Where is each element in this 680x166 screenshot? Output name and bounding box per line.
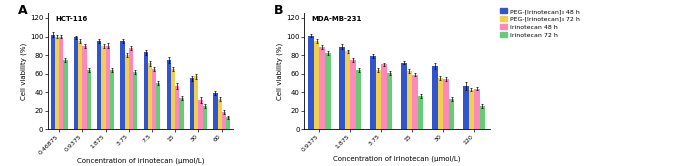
Bar (171, 69, 175, 129)
Bar (313, 41, 320, 129)
Bar (226, 117, 230, 129)
Bar (175, 86, 180, 129)
Bar (152, 69, 156, 129)
Legend: PEG-[Irinotecan]₃ 48 h, PEG-[Irinotecan]₃ 72 h, Irinotecan 48 h, Irinotecan 72 h: PEG-[Irinotecan]₃ 48 h, PEG-[Irinotecan]… (500, 8, 579, 38)
Bar (325, 53, 330, 129)
Bar (180, 98, 184, 129)
Bar (401, 63, 407, 129)
Bar (443, 79, 449, 129)
Text: HCT-116: HCT-116 (55, 16, 87, 22)
Bar (469, 89, 474, 129)
Bar (97, 41, 101, 129)
Bar (129, 48, 133, 129)
Bar (370, 56, 375, 129)
Bar (133, 72, 137, 129)
Bar (308, 36, 313, 129)
Bar (86, 70, 90, 129)
Bar (320, 47, 325, 129)
Bar (59, 37, 63, 129)
Bar (55, 37, 59, 129)
Bar (418, 96, 424, 129)
Bar (78, 41, 82, 129)
Bar (339, 47, 345, 129)
Bar (345, 51, 350, 129)
Text: MDA-MB-231: MDA-MB-231 (311, 16, 362, 22)
Bar (432, 66, 438, 129)
Bar (214, 93, 218, 129)
Bar (199, 100, 203, 129)
Bar (350, 60, 356, 129)
Y-axis label: Cell viability (%): Cell viability (%) (277, 43, 284, 100)
Bar (449, 99, 454, 129)
Bar (222, 112, 226, 129)
Bar (124, 55, 129, 129)
Bar (438, 78, 443, 129)
Text: A: A (18, 4, 27, 17)
X-axis label: Concentration of irinotecan (μmol/L): Concentration of irinotecan (μmol/L) (333, 155, 460, 162)
Bar (203, 106, 207, 129)
X-axis label: Concentration of irinotecan (μmol/L): Concentration of irinotecan (μmol/L) (77, 158, 204, 165)
Bar (190, 78, 194, 129)
Bar (105, 46, 109, 129)
Bar (109, 70, 114, 129)
Bar (356, 70, 362, 129)
Bar (148, 63, 152, 129)
Bar (218, 99, 222, 129)
Bar (156, 83, 160, 129)
Bar (479, 106, 486, 129)
Bar (412, 75, 418, 129)
Y-axis label: Cell viability (%): Cell viability (%) (20, 43, 27, 100)
Bar (167, 60, 171, 129)
Text: B: B (274, 4, 284, 17)
Bar (375, 70, 381, 129)
Bar (407, 71, 412, 129)
Bar (381, 64, 387, 129)
Bar (101, 46, 105, 129)
Bar (194, 77, 199, 129)
Bar (143, 52, 148, 129)
Bar (51, 35, 55, 129)
Bar (82, 46, 86, 129)
Bar (474, 89, 479, 129)
Bar (74, 38, 78, 129)
Bar (463, 86, 469, 129)
Bar (387, 73, 392, 129)
Bar (120, 41, 124, 129)
Bar (63, 60, 67, 129)
